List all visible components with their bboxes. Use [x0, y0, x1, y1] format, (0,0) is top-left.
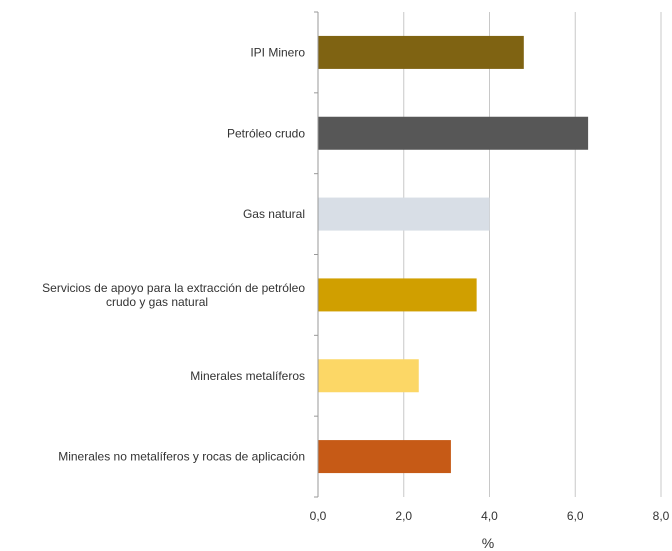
x-tick-label: 6,0	[567, 509, 584, 523]
category-label: Servicios de apoyo para la extracción de…	[42, 281, 305, 309]
category-label: Minerales no metalíferos y rocas de apli…	[58, 450, 305, 464]
category-label: Petróleo crudo	[227, 126, 305, 140]
bar	[318, 440, 451, 474]
category-label: IPI Minero	[250, 45, 305, 59]
x-tick-labels: 0,0 2,0 4,0 6,0 8,0	[310, 509, 670, 523]
bar	[318, 278, 477, 312]
x-tick-label: 2,0	[395, 509, 412, 523]
gridlines	[403, 12, 662, 497]
x-tick-label: 8,0	[653, 509, 670, 523]
x-tick-label: 4,0	[481, 509, 498, 523]
bar	[318, 116, 589, 150]
y-axis	[314, 11, 319, 498]
bar	[318, 359, 419, 393]
bar	[318, 35, 524, 69]
category-label: Minerales metalíferos	[190, 369, 305, 383]
bar	[318, 197, 490, 231]
category-label: Gas natural	[243, 207, 305, 221]
x-tick-label: 0,0	[310, 509, 327, 523]
x-axis-title: %	[482, 535, 494, 551]
bars	[318, 35, 589, 474]
category-labels: IPI Minero Petróleo crudo Gas natural Servi…	[42, 45, 305, 463]
